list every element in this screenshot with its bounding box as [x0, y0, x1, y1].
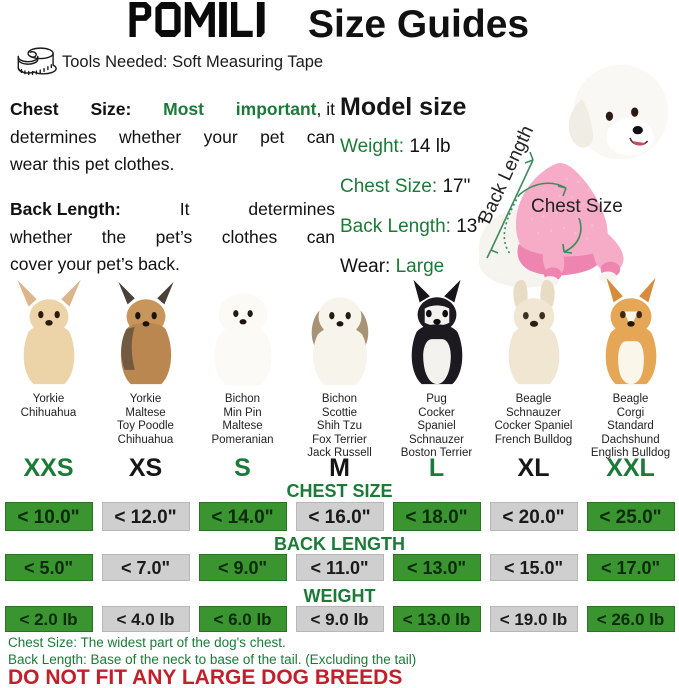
svg-text:Back Length: Back Length — [474, 122, 538, 227]
svg-text:Chest Size: Chest Size — [531, 196, 623, 217]
